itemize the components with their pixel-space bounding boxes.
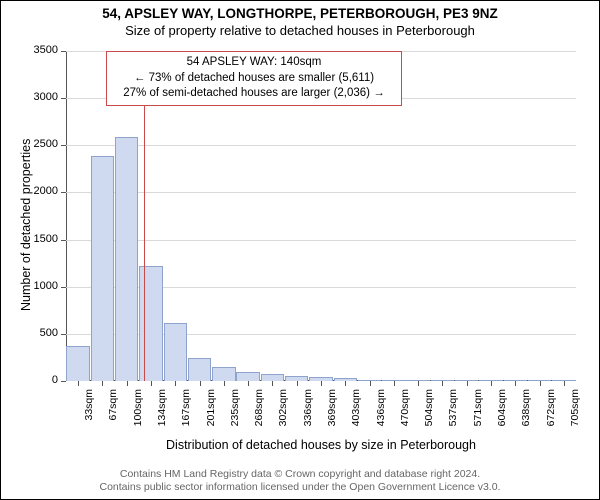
x-tick-label: 470sqm bbox=[399, 389, 411, 444]
x-tick-mark bbox=[127, 381, 128, 386]
histogram-bar bbox=[164, 323, 187, 381]
x-tick-mark bbox=[248, 381, 249, 386]
chart-container: 54, APSLEY WAY, LONGTHORPE, PETERBOROUGH… bbox=[0, 0, 600, 500]
x-tick-mark bbox=[394, 381, 395, 386]
info-line-2: ← 73% of detached houses are smaller (5,… bbox=[115, 71, 393, 87]
x-tick-label: 369sqm bbox=[326, 389, 338, 444]
y-tick-mark bbox=[61, 334, 66, 335]
x-tick-label: 134sqm bbox=[156, 389, 168, 444]
histogram-bar bbox=[66, 346, 89, 381]
y-tick-mark bbox=[61, 145, 66, 146]
y-tick-mark bbox=[61, 381, 66, 382]
y-tick-label: 3500 bbox=[24, 44, 58, 56]
x-tick-mark bbox=[491, 381, 492, 386]
y-tick-label: 2000 bbox=[24, 185, 58, 197]
y-tick-mark bbox=[61, 192, 66, 193]
x-tick-mark bbox=[272, 381, 273, 386]
title-line-1: 54, APSLEY WAY, LONGTHORPE, PETERBOROUGH… bbox=[1, 1, 599, 21]
x-tick-label: 504sqm bbox=[423, 389, 435, 444]
x-tick-label: 336sqm bbox=[302, 389, 314, 444]
x-tick-mark bbox=[564, 381, 565, 386]
footer-line-2: Contains public sector information licen… bbox=[1, 481, 599, 495]
x-tick-mark bbox=[78, 381, 79, 386]
footer-line-1: Contains HM Land Registry data © Crown c… bbox=[1, 468, 599, 482]
x-tick-label: 167sqm bbox=[180, 389, 192, 444]
histogram-bar bbox=[261, 374, 284, 381]
x-tick-label: 100sqm bbox=[132, 389, 144, 444]
y-tick-mark bbox=[61, 240, 66, 241]
x-tick-mark bbox=[297, 381, 298, 386]
y-tick-mark bbox=[61, 98, 66, 99]
x-tick-mark bbox=[102, 381, 103, 386]
y-tick-label: 1500 bbox=[24, 233, 58, 245]
x-tick-mark bbox=[224, 381, 225, 386]
histogram-bar bbox=[212, 367, 235, 381]
x-tick-label: 268sqm bbox=[253, 389, 265, 444]
y-tick-label: 500 bbox=[24, 327, 58, 339]
x-tick-label: 705sqm bbox=[569, 389, 581, 444]
histogram-bar bbox=[115, 137, 138, 381]
x-tick-mark bbox=[175, 381, 176, 386]
x-tick-mark bbox=[418, 381, 419, 386]
x-tick-mark bbox=[151, 381, 152, 386]
x-tick-label: 604sqm bbox=[496, 389, 508, 444]
x-tick-label: 67sqm bbox=[107, 389, 119, 444]
y-tick-label: 0 bbox=[24, 374, 58, 386]
gridline bbox=[66, 145, 576, 146]
x-tick-mark bbox=[467, 381, 468, 386]
y-tick-label: 2500 bbox=[24, 138, 58, 150]
info-line-1: 54 APSLEY WAY: 140sqm bbox=[115, 55, 393, 71]
gridline bbox=[66, 240, 576, 241]
x-tick-label: 672sqm bbox=[545, 389, 557, 444]
gridline bbox=[66, 192, 576, 193]
title-line-2: Size of property relative to detached ho… bbox=[1, 21, 599, 38]
x-tick-label: 33sqm bbox=[83, 389, 95, 444]
x-tick-mark bbox=[321, 381, 322, 386]
x-tick-mark bbox=[200, 381, 201, 386]
histogram-bar bbox=[91, 156, 114, 381]
x-tick-label: 235sqm bbox=[229, 389, 241, 444]
histogram-bar bbox=[188, 358, 211, 381]
y-tick-mark bbox=[61, 51, 66, 52]
x-tick-mark bbox=[442, 381, 443, 386]
x-tick-label: 436sqm bbox=[375, 389, 387, 444]
x-tick-mark bbox=[540, 381, 541, 386]
x-tick-label: 201sqm bbox=[205, 389, 217, 444]
x-tick-label: 403sqm bbox=[350, 389, 362, 444]
info-line-3: 27% of semi-detached houses are larger (… bbox=[115, 86, 393, 102]
info-box: 54 APSLEY WAY: 140sqm ← 73% of detached … bbox=[106, 51, 402, 106]
y-axis-line bbox=[66, 51, 67, 381]
x-tick-label: 537sqm bbox=[447, 389, 459, 444]
x-tick-mark bbox=[370, 381, 371, 386]
histogram-bar bbox=[139, 266, 162, 381]
x-tick-label: 638sqm bbox=[520, 389, 532, 444]
histogram-bar bbox=[236, 372, 259, 381]
y-tick-label: 1000 bbox=[24, 280, 58, 292]
y-tick-label: 3000 bbox=[24, 91, 58, 103]
y-tick-mark bbox=[61, 287, 66, 288]
x-tick-label: 302sqm bbox=[277, 389, 289, 444]
x-tick-mark bbox=[345, 381, 346, 386]
footer: Contains HM Land Registry data © Crown c… bbox=[1, 468, 599, 495]
x-tick-mark bbox=[515, 381, 516, 386]
x-tick-label: 571sqm bbox=[472, 389, 484, 444]
